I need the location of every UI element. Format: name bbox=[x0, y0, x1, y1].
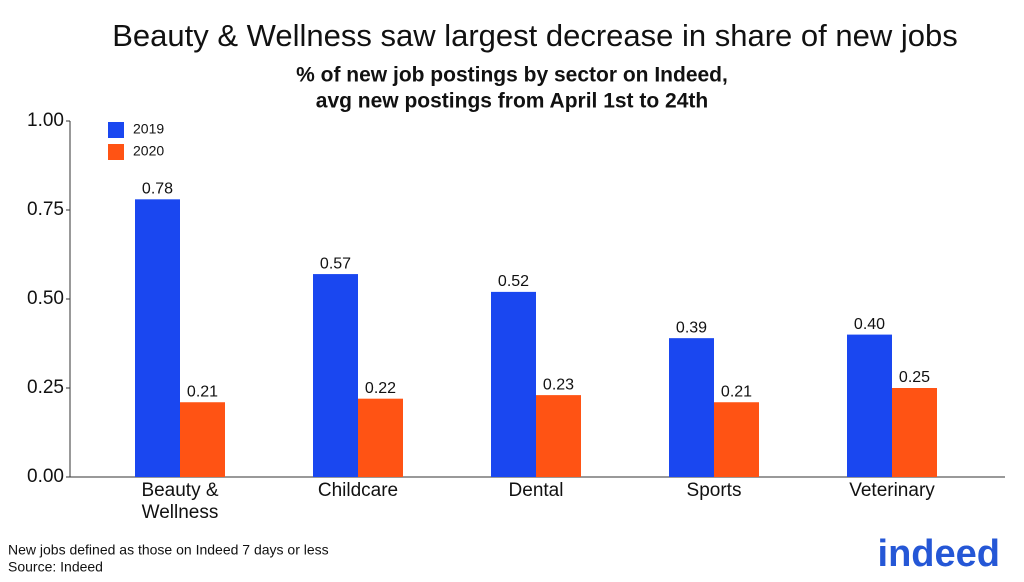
bar bbox=[892, 388, 937, 477]
bar bbox=[847, 334, 892, 477]
x-tick-label: Veterinary bbox=[849, 480, 935, 501]
chart-subtitle: % of new job postings by sector on Indee… bbox=[296, 64, 728, 87]
data-label: 0.22 bbox=[365, 380, 396, 397]
x-tick-label: Childcare bbox=[317, 480, 399, 501]
logo: indeed bbox=[878, 533, 1000, 575]
data-label: 0.39 bbox=[676, 319, 707, 336]
y-tick-label: 0.00 bbox=[27, 466, 64, 487]
data-label: 0.40 bbox=[854, 316, 885, 333]
footnote: New jobs defined as those on Indeed 7 da… bbox=[8, 542, 329, 558]
x-tick-label: Sports bbox=[686, 480, 742, 501]
legend-label: 2019 bbox=[133, 121, 164, 137]
y-tick-label: 1.00 bbox=[27, 110, 64, 131]
bar bbox=[313, 274, 358, 477]
y-tick-label: 0.75 bbox=[27, 199, 64, 220]
legend-swatch bbox=[108, 144, 124, 160]
data-label: 0.21 bbox=[721, 383, 752, 400]
data-label: 0.78 bbox=[142, 181, 173, 198]
bar bbox=[714, 402, 759, 477]
chart-title: Beauty & Wellness saw largest decrease i… bbox=[112, 18, 957, 53]
x-tick-label: Dental bbox=[508, 480, 564, 501]
bar bbox=[491, 291, 536, 477]
data-label: 0.23 bbox=[543, 376, 574, 393]
data-label: 0.21 bbox=[187, 383, 218, 400]
footnote: Source: Indeed bbox=[8, 559, 103, 575]
legend-label: 2020 bbox=[133, 143, 164, 159]
y-tick-label: 0.50 bbox=[27, 288, 64, 309]
x-tick-label: Beauty & Wellness bbox=[141, 480, 219, 523]
y-tick-label: 0.25 bbox=[27, 377, 64, 398]
data-label: 0.57 bbox=[320, 255, 351, 272]
bar bbox=[135, 199, 180, 477]
bar bbox=[358, 398, 403, 477]
data-label: 0.52 bbox=[498, 273, 529, 290]
bar bbox=[669, 338, 714, 477]
bar bbox=[180, 402, 225, 477]
bar bbox=[536, 395, 581, 477]
legend-swatch bbox=[108, 122, 124, 138]
chart-subtitle: avg new postings from April 1st to 24th bbox=[316, 90, 708, 113]
data-label: 0.25 bbox=[899, 369, 930, 386]
